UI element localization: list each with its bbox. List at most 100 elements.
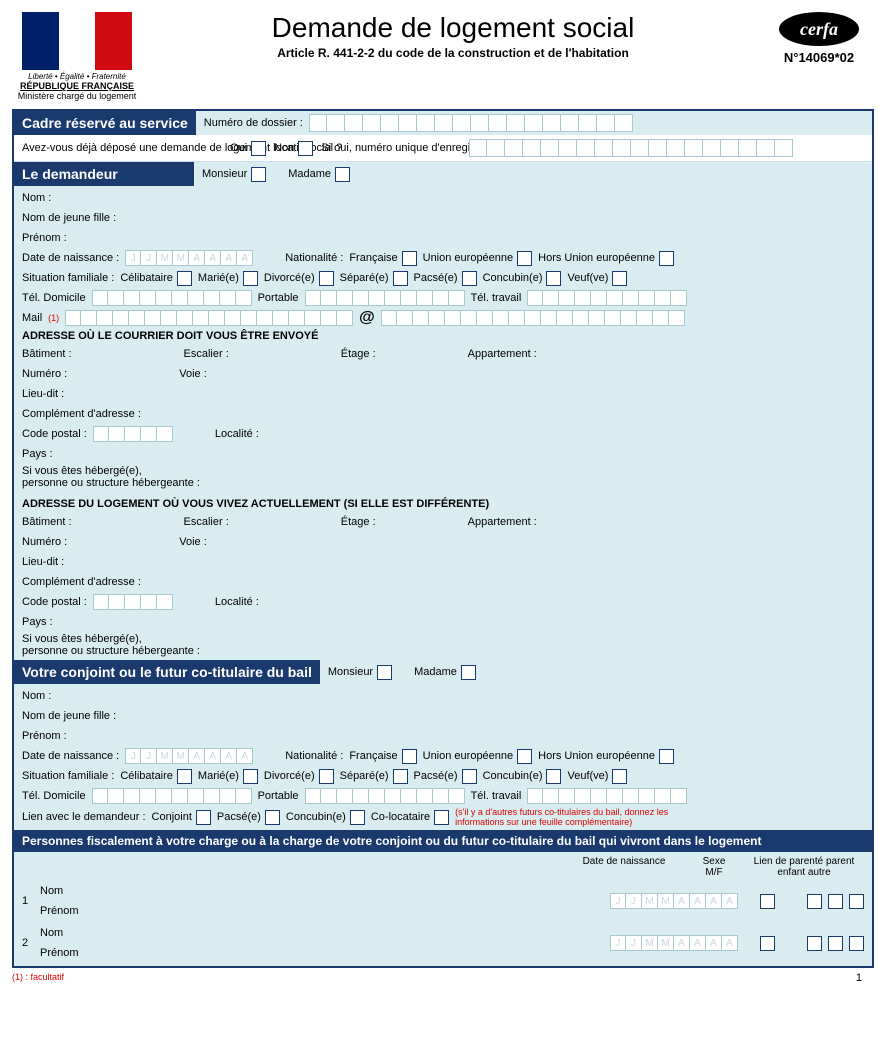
- sp-fam-2-chk[interactable]: [319, 769, 334, 784]
- oui-checkbox[interactable]: [251, 141, 266, 156]
- address2-title: ADRESSE DU LOGEMENT OÙ VOUS VIVEZ ACTUEL…: [14, 496, 872, 512]
- sp-nom-label: Nom :: [22, 690, 51, 702]
- dep-dob-cells[interactable]: JJMMAAAA: [610, 935, 738, 951]
- spouse-bar: Votre conjoint ou le futur co-titulaire …: [14, 660, 872, 684]
- tel-mob-label: Portable: [258, 292, 299, 304]
- dep-dob-cells[interactable]: JJMMAAAA: [610, 893, 738, 909]
- link-label: Lien avec le demandeur :: [22, 811, 146, 823]
- dep-rel-parent-checkbox[interactable]: [807, 894, 822, 909]
- nat-noneu-label: Hors Union européenne: [538, 252, 655, 264]
- mail-cells-left[interactable]: [65, 310, 353, 326]
- republic-label: RÉPUBLIQUE FRANÇAISE: [12, 81, 142, 91]
- mr-checkbox[interactable]: [251, 167, 266, 182]
- dep-sex-checkbox[interactable]: [760, 894, 775, 909]
- sp-fam-1-chk[interactable]: [243, 769, 258, 784]
- dep-prenom-label: Prénom: [40, 947, 79, 959]
- link-2-chk[interactable]: [350, 810, 365, 825]
- dob-cells[interactable]: JJMMAAAA: [125, 250, 253, 266]
- fam-0-chk[interactable]: [177, 271, 192, 286]
- sp-dob-label: Date de naissance :: [22, 750, 119, 762]
- fam-3-chk[interactable]: [393, 271, 408, 286]
- fam-5: Concubin(e): [483, 272, 543, 284]
- sp-tel-home-label: Tél. Domicile: [22, 790, 86, 802]
- sp-fam-0: Célibataire: [120, 770, 173, 782]
- voie-label: Voie :: [179, 536, 207, 548]
- dep-rel-enfant-checkbox[interactable]: [828, 936, 843, 951]
- nat-fr-checkbox[interactable]: [402, 251, 417, 266]
- voie-label: Voie :: [179, 368, 207, 380]
- footer-note: (1) : facultatif: [12, 972, 64, 984]
- pays-label: Pays :: [22, 616, 53, 628]
- batiment-label: Bâtiment :: [22, 348, 72, 360]
- sp-family-label: Situation familiale :: [22, 770, 114, 782]
- unique-number-cells[interactable]: [469, 139, 793, 157]
- sp-fam-6-chk[interactable]: [612, 769, 627, 784]
- dep-rel-parent-checkbox[interactable]: [807, 936, 822, 951]
- dep-sex-checkbox[interactable]: [760, 936, 775, 951]
- sp-tel-work-label: Tél. travail: [471, 790, 522, 802]
- sp-fam-3-chk[interactable]: [393, 769, 408, 784]
- tel-home-cells[interactable]: [92, 290, 252, 306]
- sp-mr-checkbox[interactable]: [377, 665, 392, 680]
- sp-nat-fr: Française: [349, 750, 397, 762]
- mail-note: (1): [48, 313, 59, 323]
- dep-sex-col: Sexe M/F: [694, 856, 734, 878]
- fam-2-chk[interactable]: [319, 271, 334, 286]
- sp-tel-home[interactable]: [92, 788, 252, 804]
- sp-dob-cells[interactable]: JJMMAAAA: [125, 748, 253, 764]
- maiden-label: Nom de jeune fille :: [22, 212, 116, 224]
- link-1: Pacsé(e): [217, 811, 261, 823]
- cp-cells[interactable]: [93, 426, 173, 442]
- sp-fam-5-chk[interactable]: [546, 769, 561, 784]
- link-3: Co-locataire: [371, 811, 430, 823]
- dossier-cells[interactable]: [309, 114, 633, 132]
- sp-nationality-label: Nationalité :: [285, 750, 343, 762]
- nat-noneu-checkbox[interactable]: [659, 251, 674, 266]
- fam-1-chk[interactable]: [243, 271, 258, 286]
- cp-cells[interactable]: [93, 594, 173, 610]
- sp-mrs-checkbox[interactable]: [461, 665, 476, 680]
- non-checkbox[interactable]: [298, 141, 313, 156]
- sp-fam-4-chk[interactable]: [462, 769, 477, 784]
- sp-fam-5: Concubin(e): [483, 770, 543, 782]
- batiment-label: Bâtiment :: [22, 516, 72, 528]
- mrs-checkbox[interactable]: [335, 167, 350, 182]
- sp-tel-work[interactable]: [527, 788, 687, 804]
- nat-eu-checkbox[interactable]: [517, 251, 532, 266]
- fam-6-chk[interactable]: [612, 271, 627, 286]
- sp-fam-2: Divorcé(e): [264, 770, 315, 782]
- dep-rel-enfant-checkbox[interactable]: [828, 894, 843, 909]
- fam-2: Divorcé(e): [264, 272, 315, 284]
- nationality-label: Nationalité :: [285, 252, 343, 264]
- dep-nom-label: Nom: [40, 885, 63, 897]
- previous-q-label: Avez-vous déjà déposé une demande de log…: [22, 142, 222, 154]
- sp-tel-mob[interactable]: [305, 788, 465, 804]
- link-0-chk[interactable]: [196, 810, 211, 825]
- dependents-section: Date de naissance Sexe M/F Lien de paren…: [14, 852, 872, 966]
- apt-label: Appartement :: [468, 348, 537, 360]
- numero-label: Numéro :: [22, 368, 67, 380]
- service-bar: Cadre réservé au service Numéro de dossi…: [14, 111, 872, 135]
- fam-4: Pacsé(e): [414, 272, 458, 284]
- ministry-logo-block: Liberté • Égalité • Fraternité RÉPUBLIQU…: [12, 12, 142, 101]
- link-1-chk[interactable]: [265, 810, 280, 825]
- tel-mob-cells[interactable]: [305, 290, 465, 306]
- link-3-chk[interactable]: [434, 810, 449, 825]
- dep-rel-autre-checkbox[interactable]: [849, 894, 864, 909]
- page-title: Demande de logement social: [152, 12, 754, 44]
- tel-work-cells[interactable]: [527, 290, 687, 306]
- fam-6: Veuf(ve): [567, 272, 608, 284]
- etage-label: Étage :: [341, 348, 376, 360]
- tel-work-label: Tél. travail: [471, 292, 522, 304]
- escalier-label: Escalier :: [184, 516, 229, 528]
- form-container: Cadre réservé au service Numéro de dossi…: [12, 109, 874, 968]
- dep-rel-autre-checkbox[interactable]: [849, 936, 864, 951]
- sp-nat-noneu-chk[interactable]: [659, 749, 674, 764]
- fam-0: Célibataire: [120, 272, 173, 284]
- sp-nat-fr-chk[interactable]: [402, 749, 417, 764]
- fam-4-chk[interactable]: [462, 271, 477, 286]
- sp-fam-0-chk[interactable]: [177, 769, 192, 784]
- fam-5-chk[interactable]: [546, 271, 561, 286]
- mail-cells-right[interactable]: [381, 310, 685, 326]
- sp-nat-eu-chk[interactable]: [517, 749, 532, 764]
